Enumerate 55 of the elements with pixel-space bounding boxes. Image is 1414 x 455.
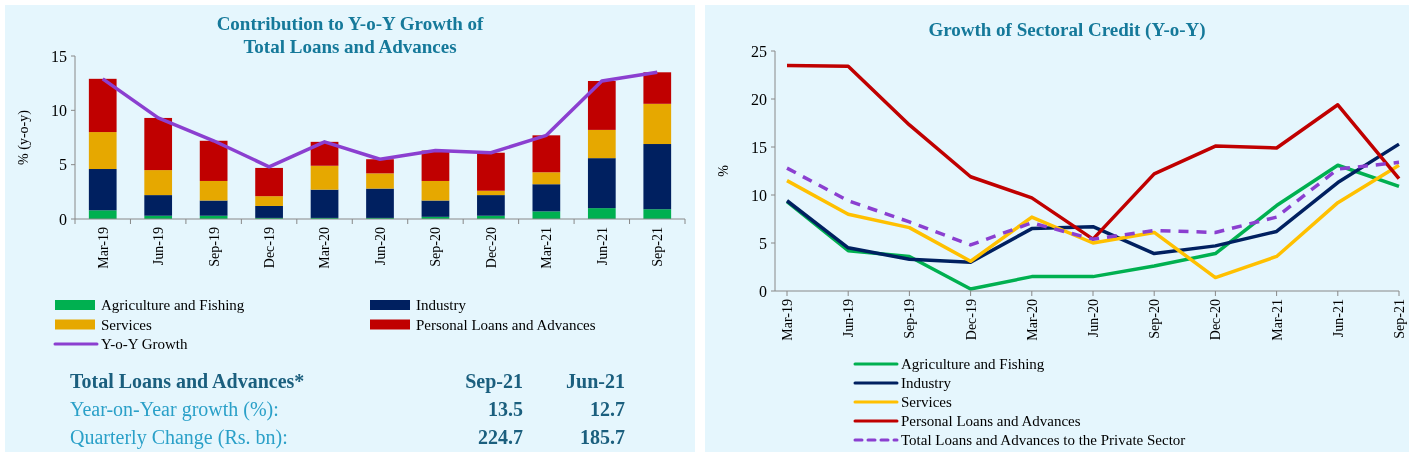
y-axis-title: % (y-o-y) [16,109,32,165]
legend-label: Industry [416,297,467,314]
x-tick-label: Jun-19 [151,227,167,266]
text: 224.7 [478,426,523,448]
x-tick-label: Sep-21 [1391,299,1407,339]
x-tick-label: Jun-21 [1330,299,1346,338]
text: 185.7 [580,426,625,448]
x-tick-label: Mar-19 [95,227,111,269]
x-tick-label: Mar-21 [539,227,555,269]
x-tick-label: Dec-20 [1208,299,1224,341]
x-tick-label: Sep-21 [650,227,666,267]
x-tick-label: Sep-20 [1147,299,1163,339]
text: Sep-21 [465,370,523,393]
y-tick-label: 10 [751,186,767,204]
y-tick-label: 0 [759,282,767,300]
legend-label: Agriculture and Fishing [901,356,1045,373]
y-tick-label: 10 [51,101,67,119]
chart-title: Contribution to Y-o-Y Growth of Total Loans and Advances [216,13,485,57]
chart-title: Growth of Sectoral Credit (Y-o-Y) [928,19,1206,41]
legend-label: Total Loans and Advances to the Private Sector [901,432,1186,449]
x-tick-label: Mar-21 [1269,299,1285,341]
text: Jun-21 [566,370,625,392]
legend-label: Y-o-Y Growth [101,336,189,353]
y-tick-label: 5 [59,156,67,174]
y-tick-label: 0 [59,210,67,228]
y-tick-label: 20 [751,90,767,108]
y-tick-label: 25 [751,42,767,60]
x-tick-label: Sep-20 [428,227,444,267]
y-tick-label: 15 [751,138,767,156]
legend-label: Agriculture and Fishing [101,297,245,314]
x-tick-label: Jun-20 [1085,299,1101,338]
text: Year-on-Year growth (%): [70,398,279,421]
x-tick-label: Mar-20 [317,227,333,269]
y-axis-title: % [716,164,731,177]
text: Quarterly Change (Rs. bn): [70,426,288,449]
legend-label: Services [101,316,152,333]
x-tick-label: Dec-20 [483,227,499,269]
text: Total Loans and Advances* [70,370,305,392]
text: 12.7 [590,398,625,420]
legend-label: Personal Loans and Advances [416,316,596,333]
y-tick-label: 15 [51,47,67,65]
x-tick-label: Mar-19 [779,299,795,341]
legend-label: Industry [901,375,952,392]
legend-label: Services [901,394,952,411]
y-tick-label: 5 [759,234,767,252]
x-tick-label: Jun-21 [594,227,610,266]
x-tick-label: Jun-19 [841,299,857,338]
x-tick-label: Sep-19 [902,299,918,339]
legend-label: Personal Loans and Advances [901,413,1081,430]
x-tick-label: Jun-20 [372,227,388,266]
x-tick-label: Sep-19 [206,227,222,267]
x-tick-label: Dec-19 [261,227,277,269]
x-tick-label: Mar-20 [1024,299,1040,341]
x-tick-label: Dec-19 [963,299,979,341]
text: 13.5 [488,398,523,420]
